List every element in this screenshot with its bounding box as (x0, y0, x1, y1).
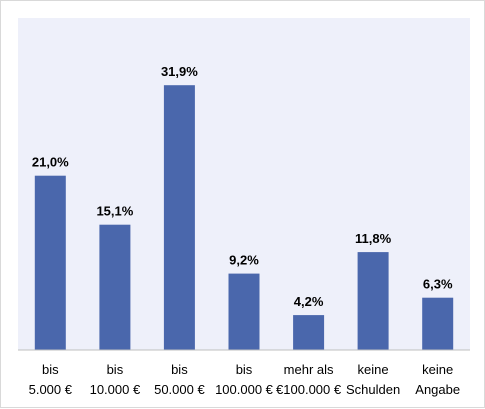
category-label-0-line-1: 5.000 € (29, 382, 73, 397)
category-label-4-line-0: mehr als (284, 362, 334, 377)
bar-4 (293, 315, 325, 350)
bar-6 (422, 297, 454, 350)
data-label-2: 31,9% (161, 64, 198, 79)
data-labels-group: 21,0% 15,1% 31,9% 9,2% 4,2% 11,8% 6,3% (32, 64, 453, 309)
category-labels-group: bis 5.000 € bis 10.000 € bis 50.000 € bis 100.0… (29, 362, 461, 397)
bar-5 (357, 252, 389, 350)
category-label-0-line-0: bis (42, 362, 59, 377)
category-label-3-line-0: bis (236, 362, 253, 377)
category-label-1-line-1: 10.000 € (90, 382, 141, 397)
data-label-0: 21,0% (32, 155, 69, 170)
data-label-5: 11,8% (355, 231, 392, 246)
category-label-6-line-0: keine (422, 362, 453, 377)
bars-group (34, 85, 454, 350)
bar-0 (34, 175, 66, 350)
bar-1 (99, 224, 131, 350)
category-label-2-line-0: bis (171, 362, 188, 377)
data-label-4: 4,2% (294, 294, 324, 309)
data-label-6: 6,3% (423, 277, 453, 292)
category-label-1-line-0: bis (107, 362, 124, 377)
data-label-3: 9,2% (229, 253, 259, 268)
bar-2 (163, 85, 195, 350)
category-label-5-line-0: keine (358, 362, 389, 377)
category-label-4-line-1: €100.000 € (276, 382, 342, 397)
category-label-3-line-1: 100.000 € (215, 382, 274, 397)
category-label-6-line-1: Angabe (415, 382, 460, 397)
category-label-2-line-1: 50.000 € (154, 382, 205, 397)
bar-3 (228, 273, 260, 350)
category-label-5-line-1: Schulden (346, 382, 400, 397)
data-label-1: 15,1% (96, 204, 133, 219)
